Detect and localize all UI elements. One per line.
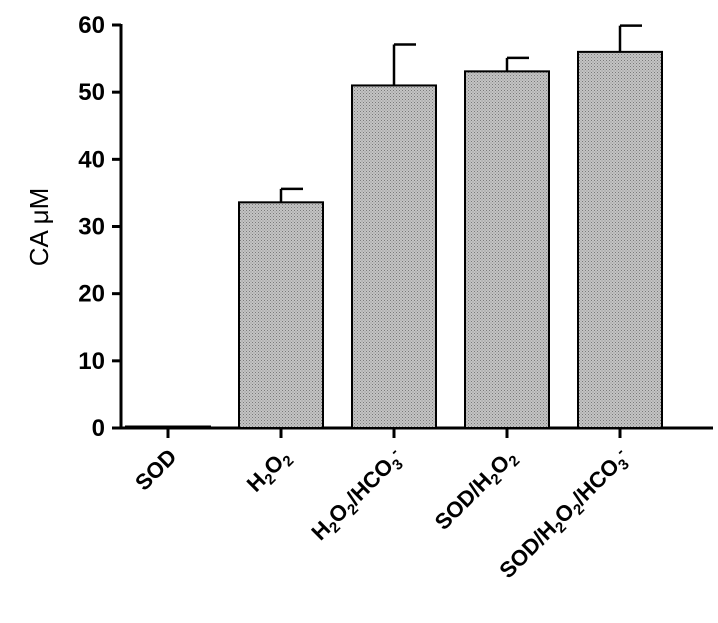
bar: [125, 425, 211, 429]
y-tick-label: 10: [78, 348, 105, 375]
x-category-label: SOD: [130, 444, 181, 495]
bar: [464, 70, 550, 429]
x-category-label: H2O2/HCO3-: [306, 444, 410, 548]
y-tick-label: 40: [78, 146, 105, 173]
y-axis-title: CA μM: [24, 188, 54, 267]
y-tick-label: 0: [92, 415, 105, 442]
bar: [351, 84, 437, 429]
bar: [238, 201, 324, 429]
y-tick-label: 60: [78, 12, 105, 39]
x-category-label: H2O2: [242, 444, 297, 499]
y-tick-label: 50: [78, 79, 105, 106]
y-tick-label: 30: [78, 214, 105, 241]
y-tick-label: 20: [78, 281, 105, 308]
bar: [577, 50, 663, 429]
x-category-label: SOD/H2O2: [430, 444, 523, 537]
